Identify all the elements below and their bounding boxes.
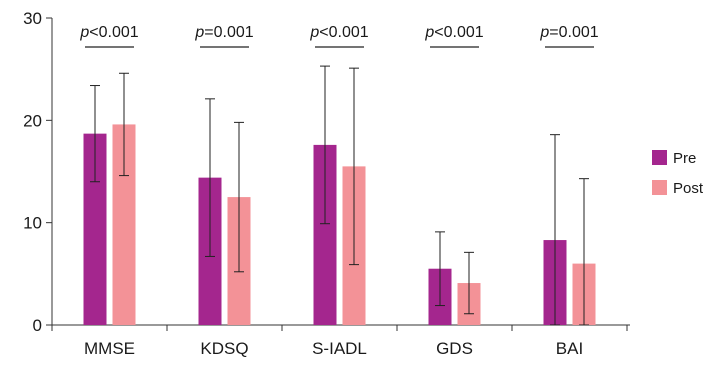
bar-pre xyxy=(313,144,337,325)
x-tick-label: BAI xyxy=(556,339,583,358)
p-value-label: p<0.001 xyxy=(79,24,138,41)
legend-swatch-pre xyxy=(652,150,667,165)
y-tick-label: 30 xyxy=(23,9,42,28)
p-value-label: p=0.001 xyxy=(539,24,598,41)
p-value-label: p<0.001 xyxy=(309,24,368,41)
x-tick-label: GDS xyxy=(436,339,473,358)
y-tick-label: 20 xyxy=(23,111,42,130)
legend-label-pre: Pre xyxy=(673,150,696,167)
y-tick-label: 0 xyxy=(33,316,42,335)
p-value-label: p<0.001 xyxy=(424,24,483,41)
x-tick-label: MMSE xyxy=(84,339,135,358)
x-tick-label: S-IADL xyxy=(312,339,367,358)
x-tick-label: KDSQ xyxy=(200,339,248,358)
bar-post xyxy=(112,124,136,325)
bar-pre xyxy=(83,133,107,325)
legend-swatch-post xyxy=(652,180,667,195)
legend-label-post: Post xyxy=(673,180,704,197)
y-tick-label: 10 xyxy=(23,214,42,233)
p-value-label: p=0.001 xyxy=(194,24,253,41)
